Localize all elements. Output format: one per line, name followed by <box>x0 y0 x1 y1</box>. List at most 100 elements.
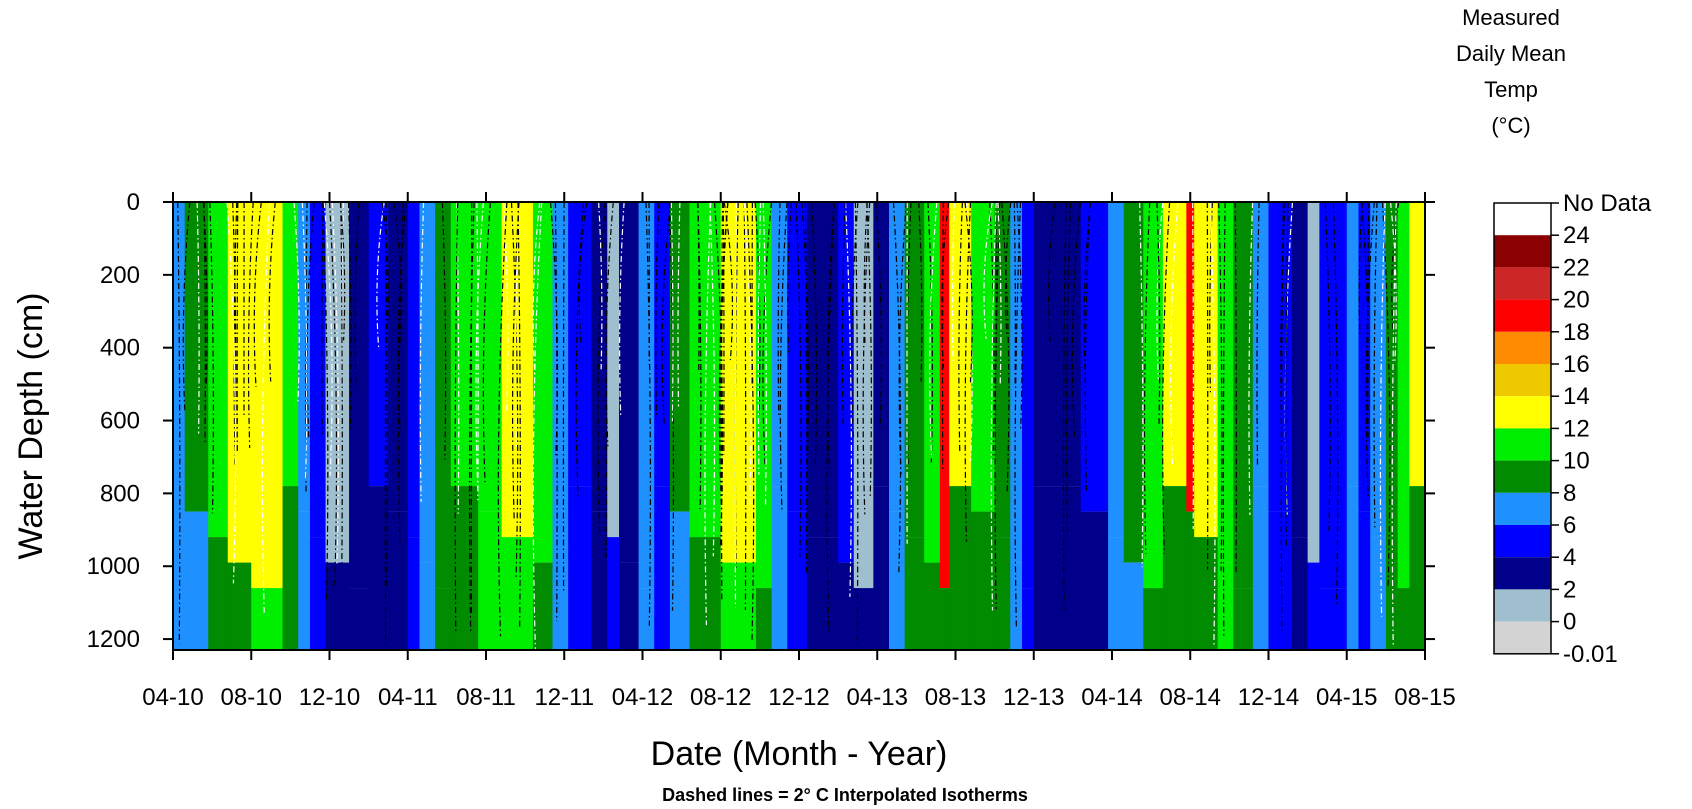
heatmap-cell <box>478 202 503 512</box>
isotherm-line <box>236 202 239 453</box>
heatmap-cell <box>1397 202 1410 589</box>
isotherm-line <box>203 202 206 445</box>
heatmap-cell <box>478 511 503 650</box>
isotherm-line <box>1048 202 1056 342</box>
heatmap-cell <box>419 202 436 563</box>
isotherm-line <box>990 202 997 611</box>
heatmap-cell <box>1385 202 1399 563</box>
heatmap-cell <box>591 202 608 512</box>
isotherm-line <box>347 202 352 430</box>
heatmap-cell <box>949 486 972 650</box>
legend-swatch <box>1494 235 1551 268</box>
isotherm-line <box>1324 202 1331 531</box>
heatmap-cell <box>407 537 421 650</box>
isotherm-line <box>468 202 475 634</box>
heatmap-cell <box>173 202 186 487</box>
isotherm-line <box>958 202 963 453</box>
heatmap-cell <box>1319 588 1348 650</box>
heatmap-cell <box>873 202 890 487</box>
heatmap-cell <box>1252 486 1270 650</box>
heatmap-cell <box>949 202 972 487</box>
legend-label: 16 <box>1563 351 1590 378</box>
isotherm-line <box>757 202 762 475</box>
isotherm-line <box>951 202 955 364</box>
legend-label: 12 <box>1563 415 1590 442</box>
isotherm-line <box>827 202 835 469</box>
heatmap-cell <box>1162 202 1187 487</box>
isotherm-line <box>989 202 995 460</box>
heatmap-cell <box>568 486 593 650</box>
legend-label: 22 <box>1563 254 1590 281</box>
x-tick-label: 12-11 <box>534 684 594 711</box>
isotherm-line <box>393 202 402 353</box>
y-tick-label: 600 <box>100 408 140 435</box>
isotherm-line <box>177 202 181 644</box>
isotherm-line <box>323 202 333 476</box>
isotherm-line <box>182 202 191 414</box>
isotherm-line <box>517 202 521 629</box>
legend-label: 2 <box>1563 576 1576 603</box>
heatmap-cell <box>282 202 299 487</box>
heatmap-cell <box>1080 202 1109 512</box>
isotherm-line <box>762 202 767 505</box>
x-tick-label: 08-14 <box>1160 684 1221 711</box>
isotherm-line <box>645 202 651 626</box>
isotherm-line <box>1156 202 1161 424</box>
isotherm-line <box>1391 202 1397 645</box>
isotherm-line <box>196 202 200 434</box>
heatmap-cell <box>1252 202 1270 487</box>
heatmap-cell <box>251 588 284 650</box>
legend-swatch <box>1494 589 1551 622</box>
isotherm-line <box>512 202 520 521</box>
x-tick-label: 04-13 <box>847 684 908 711</box>
heatmap-cell <box>501 537 534 650</box>
heatmap-cell <box>552 588 569 650</box>
heatmap-cell <box>419 562 436 650</box>
isotherm-line <box>532 202 541 376</box>
heatmap-cell <box>227 202 252 563</box>
isotherm-line <box>261 202 271 613</box>
isotherm-line <box>1248 202 1254 516</box>
isotherm-line <box>1084 202 1091 491</box>
isotherm-line <box>1005 202 1012 338</box>
heatmap-cell <box>1268 202 1293 512</box>
isotherm-line <box>841 202 846 424</box>
isotherm-line <box>476 202 479 501</box>
isotherm-line <box>384 202 387 646</box>
legend-title-line-2: Daily Mean <box>1456 41 1566 66</box>
isotherm-line <box>746 202 755 640</box>
isotherm-line <box>226 202 237 584</box>
isotherm-line <box>331 202 339 565</box>
heatmap-cell <box>904 537 925 650</box>
heatmap-cell <box>1186 511 1195 650</box>
heatmap-cell <box>1307 562 1320 650</box>
heatmap-cell <box>607 537 620 650</box>
heatmap-cell <box>1358 511 1371 650</box>
heatmap-cell <box>349 202 370 589</box>
heatmap-cell <box>1291 202 1309 538</box>
isotherm-line <box>1285 202 1289 548</box>
heatmap-cell <box>309 537 327 650</box>
heatmap-cell <box>619 562 640 650</box>
heatmap-cell <box>806 202 839 538</box>
isotherm-line <box>661 202 672 426</box>
isotherm-line <box>398 202 404 543</box>
heatmap-cell <box>904 202 925 538</box>
isotherm-line <box>734 202 737 608</box>
heatmap-cell <box>924 562 941 650</box>
x-tick-label: 04-15 <box>1316 684 1377 711</box>
heatmap-cell <box>349 588 370 650</box>
heatmap-cell <box>184 202 209 512</box>
heatmap-cell <box>1291 537 1309 650</box>
x-tick-label: 08-13 <box>925 684 986 711</box>
isotherm-line <box>339 202 346 341</box>
legend-swatch <box>1494 299 1551 332</box>
isotherm-line <box>562 202 565 593</box>
isotherm-line <box>597 202 606 535</box>
isotherm-line <box>743 202 752 510</box>
isotherm-line <box>1062 202 1067 610</box>
heatmap-cell <box>1346 486 1360 650</box>
isotherm-line <box>1014 202 1022 628</box>
